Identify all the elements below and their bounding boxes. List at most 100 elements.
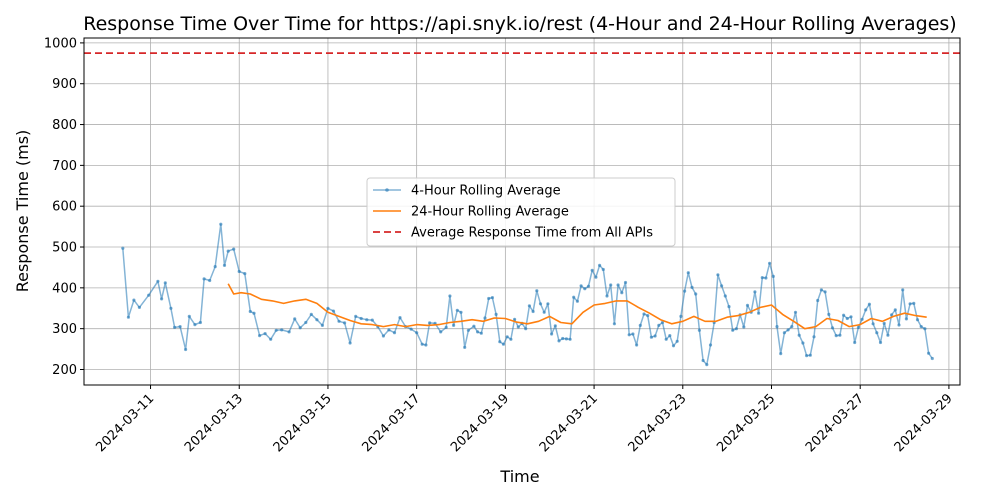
rolling-4h-point xyxy=(786,328,790,332)
legend-label: 4-Hour Rolling Average xyxy=(411,184,561,199)
x-axis: 2024-03-11 2024-03-13 2024-03-15 2024-03-17… xyxy=(93,385,956,455)
rolling-4h-point xyxy=(623,280,628,285)
legend-label: 24-Hour Rolling Average xyxy=(411,205,569,220)
rolling-4h-point xyxy=(527,304,532,308)
rolling-4h-point xyxy=(298,326,302,330)
rolling-4h-point xyxy=(516,325,520,329)
rolling-4h-point xyxy=(137,305,141,309)
rolling-4h-point xyxy=(768,261,772,265)
rolling-4h-point xyxy=(557,339,561,343)
rolling-4h-point xyxy=(583,287,587,291)
rolling-4h-point xyxy=(901,288,905,292)
rolling-4h-point xyxy=(919,325,923,329)
rolling-4h-point xyxy=(609,283,613,287)
rolling-4h-point xyxy=(697,328,702,332)
rolling-4h-point xyxy=(546,302,550,306)
y-tick-label: 500 xyxy=(52,241,77,256)
rolling-4h-point xyxy=(479,331,483,335)
rolling-4h-point xyxy=(912,301,916,305)
rolling-4h-point xyxy=(337,319,341,323)
rolling-4h-point xyxy=(849,315,853,319)
rolling-4h-point xyxy=(132,298,136,302)
rolling-4h-point xyxy=(274,328,278,332)
rolling-4h-point xyxy=(331,309,336,313)
x-tick-label: 2024-03-25 xyxy=(714,391,778,455)
rolling-4h-point xyxy=(293,317,297,321)
rolling-4h-point xyxy=(280,328,284,332)
rolling-4h-point xyxy=(764,276,768,280)
rolling-4h-point xyxy=(819,288,824,292)
rolling-4h-point xyxy=(564,337,569,341)
rolling-4h-point xyxy=(121,246,125,250)
rolling-4h-point xyxy=(742,325,746,329)
rolling-4h-point xyxy=(269,337,273,341)
rolling-4h-point xyxy=(642,312,646,316)
rolling-4h-point xyxy=(930,356,934,361)
rolling-4h-point xyxy=(243,272,247,276)
rolling-4h-point xyxy=(734,327,739,331)
rolling-4h-point xyxy=(452,323,456,327)
rolling-4h-point xyxy=(237,269,241,274)
rolling-4h-point xyxy=(309,312,313,316)
rolling-4h-point xyxy=(864,308,868,312)
rolling-4h-point xyxy=(304,320,308,325)
rolling-4h-point xyxy=(923,327,927,331)
y-axis: 200 300 400 500 600 700 800 900 1000 xyxy=(44,36,84,378)
rolling-4h-point xyxy=(568,337,572,341)
rolling-4h-point xyxy=(579,284,583,288)
rolling-4h-point xyxy=(631,332,635,336)
x-tick-label: 2024-03-29 xyxy=(892,391,956,455)
rolling-4h-point xyxy=(263,332,267,336)
rolling-4h-point xyxy=(601,267,605,272)
plot-frame xyxy=(83,37,961,386)
rolling-4h-point xyxy=(222,263,227,267)
rolling-4h-point xyxy=(173,325,177,329)
rolling-4h-point xyxy=(653,334,657,338)
rolling-4h-point xyxy=(392,331,397,335)
rolling-4h-point xyxy=(760,276,764,280)
rolling-4h-point xyxy=(208,278,212,283)
rolling-4h-point xyxy=(904,317,909,321)
rolling-4h-point xyxy=(638,323,642,327)
rolling-4h-point xyxy=(708,343,713,347)
rolling-4h-point xyxy=(198,320,202,325)
rolling-4h-point xyxy=(816,298,820,303)
rolling-4h-point xyxy=(163,281,167,285)
rolling-4h-point xyxy=(398,316,402,320)
rolling-4h-point xyxy=(675,339,679,343)
rolling-4h-point xyxy=(616,283,620,287)
rolling-4h-point xyxy=(753,290,757,294)
x-tick-label: 2024-03-21 xyxy=(537,391,601,455)
x-tick-label: 2024-03-15 xyxy=(271,391,335,455)
rolling-4h-point xyxy=(448,294,452,298)
rolling-4h-point xyxy=(834,334,838,338)
rolling-4h-point xyxy=(779,352,783,356)
rolling-4h-point xyxy=(723,294,727,298)
rolling-4h-point xyxy=(668,334,672,338)
x-tick-label: 2024-03-23 xyxy=(626,391,690,455)
rolling-4h-point xyxy=(886,333,890,337)
rolling-4h-point xyxy=(627,333,631,337)
rolling-4h-point xyxy=(490,296,494,300)
y-tick-label: 900 xyxy=(52,77,77,92)
rolling-4h-point xyxy=(381,334,385,338)
x-tick-label: 2024-03-13 xyxy=(182,391,246,455)
rolling-4h-point xyxy=(845,316,849,321)
rolling-4h-line xyxy=(122,223,933,366)
rolling-4h-point xyxy=(679,314,683,318)
rolling-4h-point xyxy=(664,337,668,341)
rolling-4h-point xyxy=(671,344,676,348)
rolling-4h-point xyxy=(605,294,609,298)
rolling-4h-point xyxy=(893,308,897,312)
rolling-4h-point xyxy=(694,292,698,296)
y-tick-label: 200 xyxy=(52,363,77,378)
rolling-4h-point xyxy=(226,249,230,253)
rolling-4h-point xyxy=(348,341,352,345)
rolling-4h-point xyxy=(927,351,931,355)
rolling-4h-point xyxy=(424,343,428,347)
rolling-4h-point xyxy=(838,333,842,337)
rolling-4h-point xyxy=(720,284,724,288)
rolling-4h-point xyxy=(635,343,639,347)
rolling-4h-point xyxy=(428,321,432,325)
